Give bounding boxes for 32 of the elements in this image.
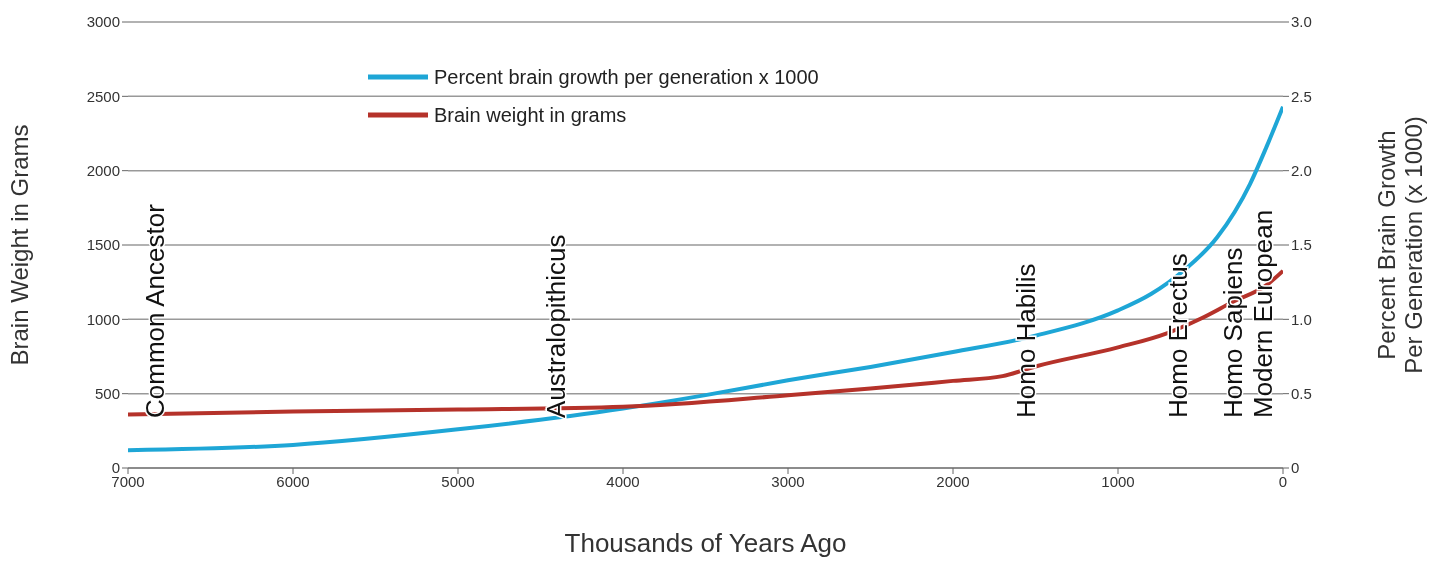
annotation: Homo Sapiens <box>1218 247 1248 418</box>
x-tick-label: 0 <box>1278 472 1288 490</box>
x-axis-title: Thousands of Years Ago <box>564 528 847 558</box>
line-series <box>128 104 1283 453</box>
y-tick-label: 2000 <box>86 161 120 179</box>
y-tick-label: 1000 <box>86 310 120 328</box>
y2-tick-label: 1.5 <box>1291 236 1312 254</box>
annotation: Modern European <box>1248 209 1278 418</box>
x-tick-label: 1000 <box>1101 472 1135 490</box>
x-tick-label: 3000 <box>771 472 805 490</box>
x-tick-label: 2000 <box>936 472 970 490</box>
y-tick-label: 3000 <box>86 13 120 31</box>
annotation: Australopithicus <box>541 234 571 418</box>
y-tick-label: 2500 <box>86 87 120 105</box>
legend-label: Brain weight in grams <box>434 103 627 127</box>
y2-tick-label: 2.5 <box>1291 87 1312 105</box>
annotation: Common Ancestor <box>140 203 170 418</box>
x-tick-label: 5000 <box>441 472 475 490</box>
annotation: Homo Habilis <box>1011 263 1041 418</box>
y2-tick-label: 0.5 <box>1291 384 1312 402</box>
y-axis-title: Brain Weight in Grams <box>6 124 33 366</box>
legend-label: Percent brain growth per generation x 1000 <box>434 65 819 89</box>
y2-tick-label: 3.0 <box>1291 13 1312 31</box>
y2-axis-title: Percent Brain Growth Per Generation (x 1000) <box>1373 116 1427 374</box>
y2-tick-label: 2.0 <box>1291 161 1312 179</box>
x-tick-label: 6000 <box>276 472 310 490</box>
y2-tick-label: 1.0 <box>1291 310 1312 328</box>
annotation: Homo Erectus <box>1163 253 1193 418</box>
y2-tick-label: 0 <box>1291 459 1300 477</box>
x-tick-label: 4000 <box>606 472 640 490</box>
y-tick-label: 500 <box>94 384 120 402</box>
y-tick-label: 1500 <box>86 236 120 254</box>
